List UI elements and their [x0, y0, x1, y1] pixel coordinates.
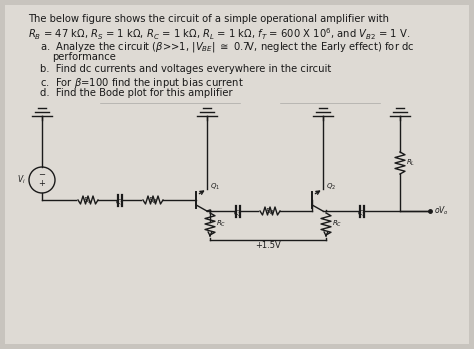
Text: $C_2$: $C_2$ [233, 209, 243, 219]
Text: $Q_2$: $Q_2$ [326, 182, 336, 192]
Text: performance: performance [52, 52, 116, 62]
Text: a.  Analyze the circuit ($\beta$>>1, $|V_{BE}|$ $\cong$ 0.7V, neglect the Early : a. Analyze the circuit ($\beta$>>1, $|V_… [40, 40, 414, 54]
Text: $V_i$: $V_i$ [18, 174, 26, 186]
Text: $R_C$: $R_C$ [216, 219, 226, 229]
Text: $C_1$: $C_1$ [115, 198, 125, 208]
Text: +: + [38, 179, 46, 188]
Text: $R_s$: $R_s$ [83, 196, 92, 206]
Text: −: − [38, 171, 46, 179]
Text: $R_L$: $R_L$ [406, 158, 415, 168]
Text: $C_3$: $C_3$ [357, 209, 367, 219]
Text: $R_C$: $R_C$ [332, 219, 342, 229]
Text: $Q_1$: $Q_1$ [210, 182, 220, 192]
Text: b.  Find dc currents and voltages everywhere in the circuit: b. Find dc currents and voltages everywh… [40, 64, 331, 74]
FancyBboxPatch shape [5, 5, 469, 344]
Text: +1.5V: +1.5V [255, 241, 281, 250]
Text: d.  Find the Bode plot for this amplifier: d. Find the Bode plot for this amplifier [40, 88, 233, 98]
Text: $R_B$: $R_B$ [265, 207, 275, 217]
Text: $R_B$ = 47 k$\Omega$, $R_S$ = 1 k$\Omega$, $R_C$ = 1 k$\Omega$, $R_L$ = 1 k$\Ome: $R_B$ = 47 k$\Omega$, $R_S$ = 1 k$\Omega… [28, 26, 410, 42]
Text: $R_B$: $R_B$ [148, 196, 158, 206]
Text: c.  For $\beta$=100 find the input bias current: c. For $\beta$=100 find the input bias c… [40, 76, 244, 90]
Text: $oV_o$: $oV_o$ [434, 205, 449, 217]
Text: The below figure shows the circuit of a simple operational amplifier with: The below figure shows the circuit of a … [28, 14, 389, 24]
